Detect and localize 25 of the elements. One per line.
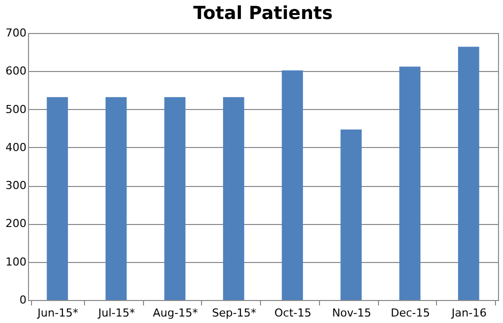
y-tick-label: 200 [6, 217, 26, 230]
bar [282, 70, 303, 300]
chart-title: Total Patients [193, 3, 333, 24]
bar [340, 130, 362, 300]
x-tick-label: Oct-15 [274, 306, 312, 320]
y-tick-label: 300 [6, 179, 26, 192]
bar [223, 97, 244, 300]
x-tick-label: Aug-15* [152, 306, 198, 320]
x-tick-label: Jun-15* [36, 306, 79, 320]
bar [106, 97, 127, 300]
x-tick-label: Sep-15* [212, 306, 257, 320]
x-tick-label: Jul-15* [97, 306, 136, 320]
y-tick-label: 700 [6, 26, 26, 40]
y-tick-label: 600 [6, 64, 26, 78]
bar [46, 97, 68, 300]
x-tick-label: Dec-15 [390, 306, 430, 320]
bar [458, 46, 480, 300]
bar [399, 66, 420, 300]
bar [164, 97, 186, 300]
x-tick-label: Nov-15 [332, 306, 372, 320]
y-tick-label: 500 [6, 102, 26, 116]
x-tick-label: Jan-16 [450, 306, 487, 320]
y-tick-label: 0 [20, 294, 26, 306]
y-tick-label: 400 [6, 140, 26, 154]
y-tick-label: 100 [6, 255, 26, 268]
